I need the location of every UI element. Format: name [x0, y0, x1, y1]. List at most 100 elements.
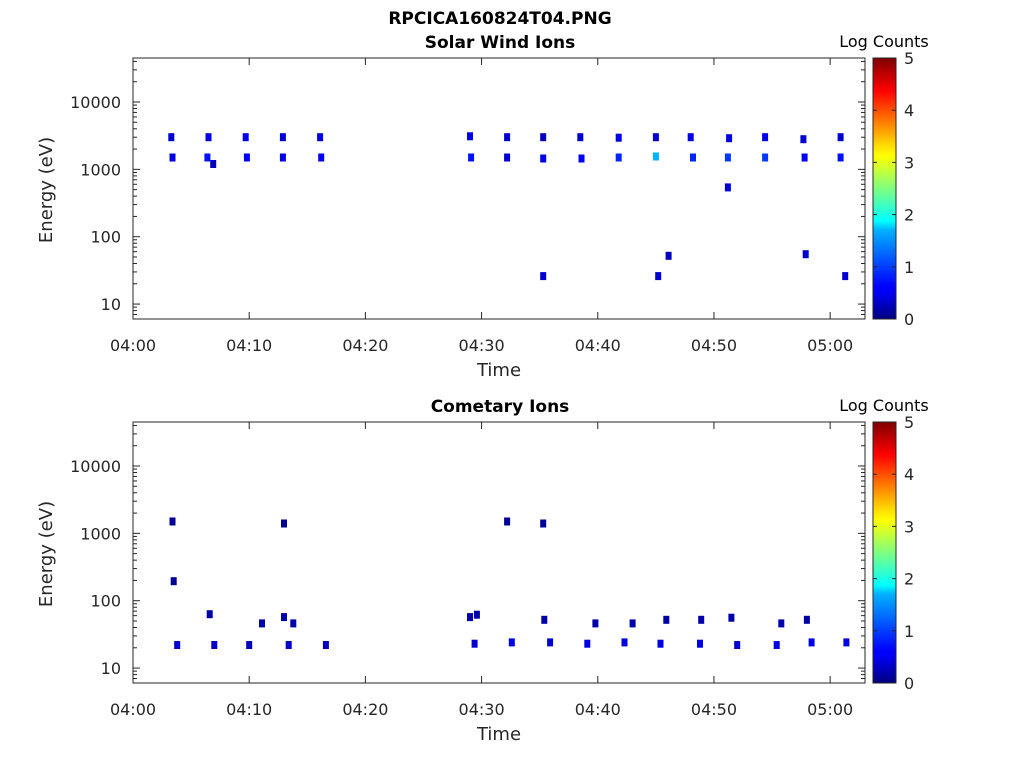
data-point [211, 641, 218, 649]
y-tick-label: 10000 [70, 457, 121, 476]
data-point [778, 619, 785, 628]
data-point [584, 639, 591, 648]
data-point [471, 639, 478, 648]
data-point [665, 251, 672, 260]
y-tick-label: 10000 [70, 93, 121, 112]
y-tick-label: 100 [90, 592, 121, 611]
data-point [540, 519, 547, 528]
data-point [773, 641, 780, 649]
x-tick-label: 04:50 [691, 700, 737, 719]
y-tick-label: 10 [101, 295, 121, 314]
data-point [724, 183, 731, 192]
data-point [290, 619, 297, 628]
data-point [724, 153, 731, 162]
x-tick-label: 04:00 [110, 336, 156, 355]
data-point [728, 613, 735, 622]
data-point [657, 639, 664, 648]
data-point [697, 639, 703, 648]
solar-wind-y-ticks: 10 100 1000 10000 [70, 60, 865, 320]
colorbar-tick-label: 2 [904, 570, 914, 589]
data-point [279, 153, 286, 162]
x-tick-label: 05:00 [807, 336, 853, 355]
cometary-x-ticks: 04:00 04:10 04:20 04:30 04:40 04:50 05:00 [110, 422, 853, 719]
data-point [322, 641, 329, 649]
data-point [801, 153, 808, 162]
data-point [279, 133, 286, 142]
data-point [243, 153, 250, 162]
x-tick-label: 04:00 [110, 700, 156, 719]
colorbar-tick-label: 2 [904, 206, 914, 225]
solar-wind-colorbar-label: Log Counts [839, 32, 929, 51]
cometary-title: Cometary Ions [431, 397, 570, 417]
data-point [726, 134, 733, 143]
colorbar-tick-label: 4 [904, 101, 914, 120]
data-point [169, 153, 176, 162]
x-tick-label: 04:50 [691, 336, 737, 355]
cometary-ylabel: Energy (eV) [36, 501, 57, 607]
data-point [655, 272, 662, 281]
data-point [210, 160, 217, 168]
data-point [802, 250, 809, 259]
x-tick-label: 04:40 [575, 336, 621, 355]
data-point [652, 133, 659, 142]
data-point [473, 610, 480, 619]
colorbar-tick-label: 1 [904, 258, 914, 277]
colorbar-tick-label: 0 [904, 674, 914, 693]
data-point [803, 615, 810, 624]
data-point [204, 153, 211, 162]
data-point [169, 517, 176, 526]
data-point [547, 638, 554, 647]
data-point [698, 615, 705, 624]
data-point [504, 133, 511, 142]
data-point [837, 133, 844, 142]
data-point [808, 638, 815, 647]
colorbar-tick-label: 3 [904, 153, 914, 172]
data-point [205, 133, 212, 142]
data-point [592, 619, 599, 628]
data-point [578, 154, 585, 163]
data-point [540, 133, 547, 142]
x-tick-label: 04:10 [226, 700, 272, 719]
solar-wind-ylabel: Energy (eV) [36, 137, 57, 243]
cometary-panel: Cometary Ions 10 100 1000 10000 04:00 04:10 0… [36, 396, 929, 745]
data-point [621, 638, 628, 647]
solar-wind-colorbar-ticks: 0 1 2 3 4 5 [873, 49, 914, 329]
data-point [508, 638, 515, 647]
data-point [242, 133, 249, 142]
data-point [540, 154, 547, 163]
data-point [318, 153, 325, 162]
data-point [246, 641, 253, 649]
solar-wind-title: Solar Wind Ions [425, 33, 576, 53]
data-point [734, 641, 741, 649]
colorbar-tick-label: 0 [904, 310, 914, 329]
data-point [800, 135, 807, 144]
data-point [174, 641, 181, 649]
x-tick-label: 04:30 [459, 336, 505, 355]
data-point [206, 610, 213, 619]
cometary-plot-area [132, 421, 866, 684]
data-point [317, 133, 324, 142]
solar-wind-plot-area [132, 57, 866, 320]
data-point [281, 519, 287, 528]
data-point [577, 133, 584, 142]
x-tick-label: 04:40 [575, 700, 621, 719]
colorbar-tick-label: 5 [904, 49, 914, 68]
data-point [690, 153, 696, 162]
solar-wind-marks [168, 132, 849, 281]
data-point [615, 133, 622, 142]
data-point [687, 133, 694, 142]
data-point [762, 153, 769, 162]
cometary-colorbar-label: Log Counts [839, 396, 929, 415]
x-tick-label: 04:10 [226, 336, 272, 355]
y-tick-label: 1000 [80, 524, 121, 543]
solar-wind-x-ticks: 04:00 04:10 04:20 04:30 04:40 04:50 05:00 [110, 58, 853, 355]
data-point [652, 152, 659, 161]
data-point [467, 132, 473, 141]
data-point [468, 153, 475, 162]
cometary-colorbar-ticks: 0 1 2 3 4 5 [873, 413, 914, 693]
solar-wind-xlabel: Time [476, 360, 521, 381]
cometary-y-ticks: 10 100 1000 10000 [70, 424, 865, 684]
y-tick-label: 10 [101, 659, 121, 678]
data-point [504, 517, 511, 526]
